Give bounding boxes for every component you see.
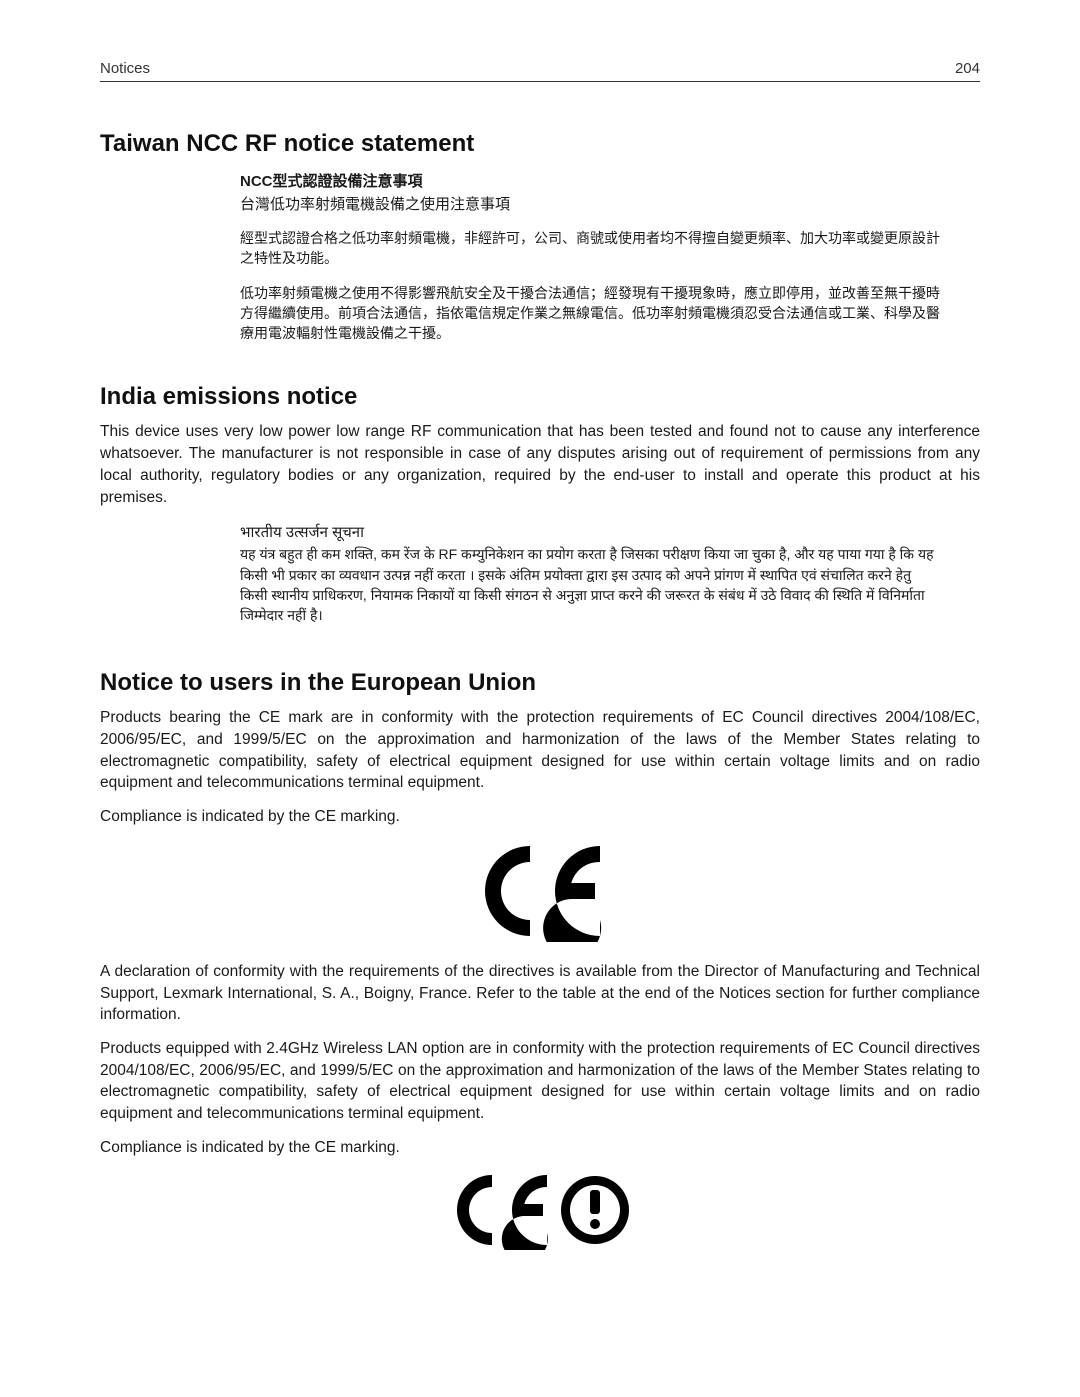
ncc-para2: 低功率射頻電機之使用不得影響飛航安全及干擾合法通信；經發現有干擾現象時，應立即停… [240, 283, 940, 344]
header-page-number: 204 [955, 60, 980, 77]
header-left: Notices [100, 60, 150, 77]
page: Notices 204 Taiwan NCC RF notice stateme… [0, 0, 1080, 1329]
ce-mark-1 [100, 840, 980, 947]
eu-para2: Compliance is indicated by the CE markin… [100, 806, 980, 828]
india-body: This device uses very low power low rang… [100, 421, 980, 508]
ce-mark-2 [100, 1170, 980, 1255]
ncc-heading: NCC型式認證設備注意事項 [240, 170, 940, 191]
eu-para4: Products equipped with 2.4GHz Wireless L… [100, 1038, 980, 1125]
india-hindi-title: भारतीय उत्सर्जन सूचना [240, 522, 940, 542]
india-hindi-block: भारतीय उत्सर्जन सूचना यह यंत्र बहुत ही क… [240, 522, 940, 625]
page-header: Notices 204 [100, 60, 980, 82]
india-hindi-body: यह यंत्र बहुत ही कम शक्ति, कम रेंज के RF… [240, 544, 940, 625]
taiwan-block: NCC型式認證設備注意事項 台灣低功率射頻電機設備之使用注意事項 經型式認證合格… [240, 170, 940, 343]
taiwan-heading: Taiwan NCC RF notice statement [100, 130, 980, 158]
ce-mark-icon [455, 840, 625, 942]
ce-mark-alert-icon [435, 1170, 645, 1250]
eu-para3: A declaration of conformity with the req… [100, 961, 980, 1026]
eu-para1: Products bearing the CE mark are in conf… [100, 707, 980, 794]
ncc-para1: 經型式認證合格之低功率射頻電機，非經許可，公司、商號或使用者均不得擅自變更頻率、… [240, 228, 940, 269]
eu-para5: Compliance is indicated by the CE markin… [100, 1137, 980, 1159]
eu-heading: Notice to users in the European Union [100, 669, 980, 697]
ncc-subheading: 台灣低功率射頻電機設備之使用注意事項 [240, 193, 940, 214]
india-heading: India emissions notice [100, 383, 980, 411]
